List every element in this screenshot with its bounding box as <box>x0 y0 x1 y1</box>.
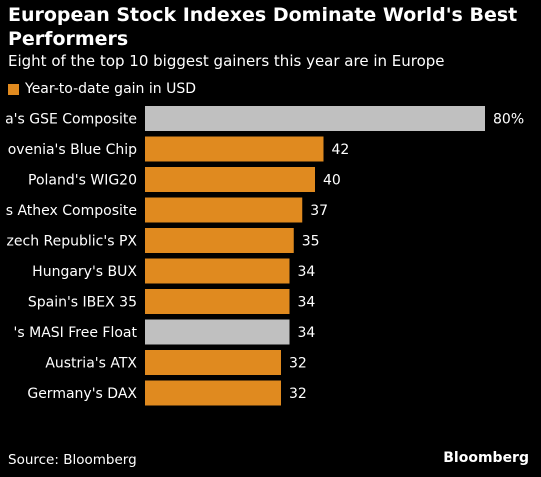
category-label: ovenia's Blue Chip <box>8 142 137 158</box>
legend-label: Year-to-date gain in USD <box>25 81 196 97</box>
value-label: 37 <box>310 203 328 219</box>
value-label: 34 <box>298 325 316 341</box>
category-label: Austria's ATX <box>45 356 137 372</box>
brand-logo: Bloomberg <box>443 450 529 466</box>
value-label: 40 <box>323 173 341 189</box>
bar <box>145 167 315 192</box>
value-label: 80% <box>493 112 524 128</box>
bar <box>145 289 290 314</box>
bar <box>145 350 281 375</box>
category-label: s Athex Composite <box>6 203 137 219</box>
bar <box>145 319 290 345</box>
value-label: 34 <box>298 295 316 311</box>
legend-swatch <box>8 83 19 95</box>
value-label: 42 <box>332 142 350 158</box>
category-label: zech Republic's PX <box>7 234 138 250</box>
value-label: 35 <box>302 234 320 250</box>
category-label: Germany's DAX <box>27 386 137 402</box>
chart-subtitle: Eight of the top 10 biggest gainers this… <box>8 52 445 70</box>
category-label: a's GSE Composite <box>5 112 137 128</box>
bar <box>145 258 290 284</box>
bar <box>145 380 281 406</box>
value-label: 34 <box>298 264 316 280</box>
value-label: 32 <box>289 386 307 402</box>
value-label: 32 <box>289 356 307 372</box>
bar <box>145 197 303 223</box>
category-label: 's MASI Free Float <box>14 325 138 341</box>
category-label: Hungary's BUX <box>32 264 137 280</box>
source-note: Source: Bloomberg <box>8 452 137 468</box>
bar <box>145 228 294 253</box>
category-label: Poland's WIG20 <box>28 173 137 189</box>
bar <box>145 136 324 162</box>
chart-legend: Year-to-date gain in USD <box>8 80 196 98</box>
bar <box>145 106 485 131</box>
category-label: Spain's IBEX 35 <box>28 295 137 311</box>
chart-title: European Stock Indexes Dominate World's … <box>8 4 518 50</box>
